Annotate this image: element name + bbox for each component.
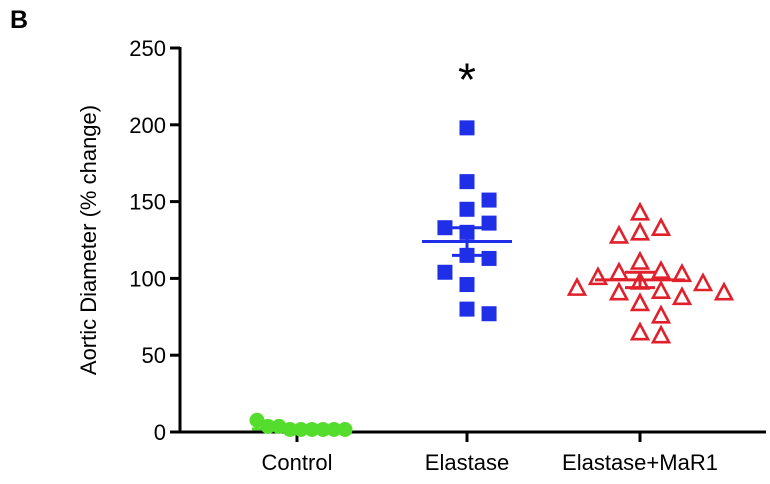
data-point-elastase-mar1 xyxy=(629,250,651,270)
data-point-elastase-mar1 xyxy=(671,286,693,306)
data-point-elastase-mar1 xyxy=(629,321,651,341)
y-axis-title: Aortic Diameter (% change) xyxy=(76,105,101,375)
data-point-elastase-mar1 xyxy=(608,261,630,281)
y-tick-label: 0 xyxy=(154,420,166,445)
x-tick-label: Control xyxy=(262,450,333,475)
data-point-elastase xyxy=(437,220,453,236)
data-point-elastase-mar1 xyxy=(629,201,651,221)
data-point-elastase-mar1 xyxy=(650,279,672,299)
data-point-elastase-mar1 xyxy=(629,221,651,241)
data-point-elastase xyxy=(459,120,475,136)
data-point-elastase xyxy=(459,277,475,293)
data-point-elastase-mar1 xyxy=(692,272,714,292)
data-point-control xyxy=(337,421,353,437)
data-point-elastase xyxy=(481,250,497,266)
data-point-elastase xyxy=(481,306,497,322)
data-point-elastase-mar1 xyxy=(650,304,672,324)
y-tick-label: 150 xyxy=(129,190,166,215)
data-point-elastase-mar1 xyxy=(650,216,672,237)
x-tick-label: Elastase xyxy=(425,450,509,475)
data-point-elastase-mar1 xyxy=(650,259,672,280)
panel-letter: B xyxy=(10,6,29,34)
data-point-elastase xyxy=(437,264,453,280)
data-point-elastase xyxy=(459,301,475,317)
data-point-elastase-mar1 xyxy=(629,292,651,312)
data-point-elastase-mar1 xyxy=(566,276,588,296)
y-tick-label: 100 xyxy=(129,266,166,291)
y-tick-label: 250 xyxy=(129,36,166,61)
significance-asterisk: * xyxy=(458,54,476,106)
data-point-elastase-mar1 xyxy=(713,281,735,301)
data-point-elastase-mar1 xyxy=(608,281,630,301)
y-tick-label: 200 xyxy=(129,113,166,138)
x-tick-label: Elastase+MaR1 xyxy=(562,450,718,475)
data-point-elastase-mar1 xyxy=(650,324,672,344)
data-point-elastase-mar1 xyxy=(608,224,630,244)
data-point-elastase xyxy=(481,192,497,208)
data-point-elastase xyxy=(459,201,475,217)
y-tick-label: 50 xyxy=(142,343,166,368)
data-point-elastase-mar1 xyxy=(587,266,609,286)
data-point-control xyxy=(249,412,265,428)
data-point-elastase xyxy=(481,215,497,231)
data-point-elastase xyxy=(459,174,475,190)
